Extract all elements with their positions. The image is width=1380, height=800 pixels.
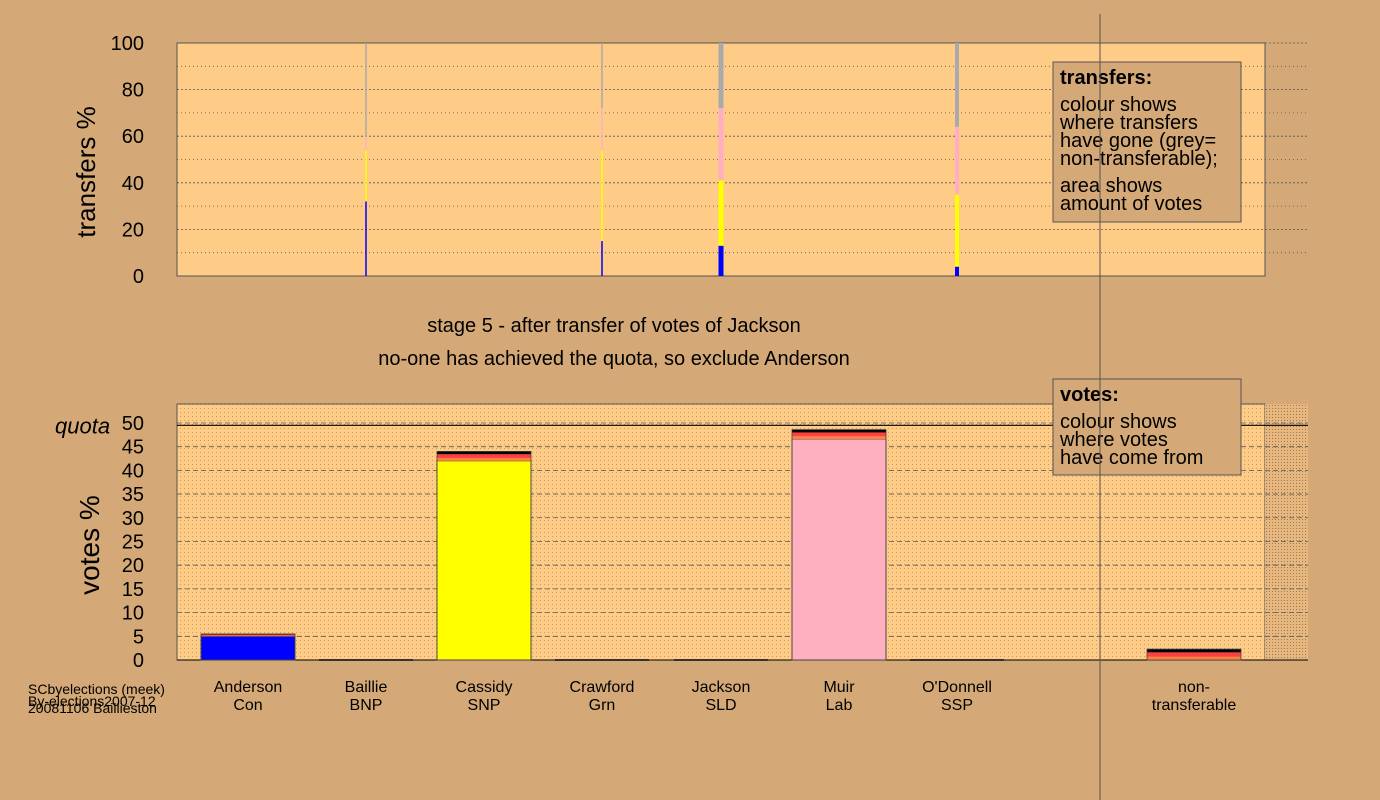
transfers-y-tick-label: 100 (111, 33, 144, 55)
transfer-segment (718, 245, 724, 276)
candidate-name-label: Anderson (214, 679, 283, 696)
votes-y-tick-label: 20 (122, 555, 144, 577)
votes-y-axis-label: votes % (74, 495, 105, 595)
transfers-y-tick-label: 80 (122, 80, 144, 102)
transfers-y-tick-label: 0 (133, 266, 144, 288)
footer: SCbyelections (meek) By-elections2007-12… (28, 681, 165, 716)
candidate-party-label: SLD (705, 697, 736, 714)
transfer-segment (365, 150, 367, 202)
votes-legend-line: where votes (1059, 429, 1168, 451)
candidate-name-label: Jackson (692, 679, 751, 696)
votes-y-tick-label: 40 (122, 460, 144, 482)
candidate-name-label: Baillie (345, 679, 388, 696)
transfers-legend-box (1052, 61, 1242, 223)
transfers-legend-line: amount of votes (1060, 193, 1202, 215)
votes-y-tick-label: 35 (122, 484, 144, 506)
candidate-name-label: Crawford (570, 679, 635, 696)
votes-plot-margin (1265, 404, 1308, 660)
vote-bar-transfer-slice (437, 454, 531, 459)
vote-bar-outline (791, 429, 887, 661)
votes-y-tick-label: 50 (122, 413, 144, 435)
candidate-name-label: non- (1178, 679, 1210, 696)
votes-y-tick-label: 45 (122, 437, 144, 459)
transfer-segment (955, 194, 959, 267)
transfers-legend-line: where transfers (1059, 112, 1198, 134)
transfer-segment (718, 108, 724, 181)
vote-bar (200, 635, 296, 661)
vote-bar-transfer-slice (792, 432, 886, 437)
candidate-party-label: Lab (826, 697, 853, 714)
transfers-y-axis-label: transfers % (71, 106, 101, 238)
candidate-party-label: SSP (941, 697, 973, 714)
footer-line: 20081106 Baillieston (28, 700, 157, 716)
vote-bar-transfer-slice (201, 634, 295, 636)
vote-bar-transfer-slice (1147, 656, 1241, 660)
transfers-legend: transfers: colour shows where transfers … (1052, 61, 1242, 223)
votes-y-tick-label: 15 (122, 579, 144, 601)
stage-decision: no-one has achieved the quota, so exclud… (378, 348, 849, 370)
votes-gridlines (177, 422, 1308, 661)
votes-legend-line: colour shows (1060, 411, 1177, 433)
transfers-columns (365, 43, 959, 276)
vote-bar-transfer-slice (437, 458, 531, 461)
stage-title: stage 5 - after transfer of votes of Jac… (427, 315, 801, 337)
candidate-party-label: SNP (468, 697, 501, 714)
vote-bar (436, 460, 532, 661)
votes-y-tick-label: 0 (133, 650, 144, 672)
transfers-y-ticks: 0 20 40 60 80 100 (111, 33, 144, 288)
vote-bar-transfer-slice (792, 429, 886, 433)
candidate-party-label: transferable (1152, 697, 1237, 714)
transfer-segment (365, 201, 367, 276)
vote-bar-outline (436, 451, 532, 661)
transfer-segment (601, 43, 603, 109)
votes-legend-line: have come from (1060, 447, 1203, 469)
votes-y-tick-label: 10 (122, 603, 144, 625)
vote-bar-transfer-slice (201, 635, 295, 637)
candidate-name-label: Cassidy (456, 679, 513, 696)
transfer-segment (601, 108, 603, 151)
transfers-legend-line: non-transferable); (1060, 148, 1218, 170)
vote-bar-transfer-slice (1147, 649, 1241, 653)
quota-label: quota (55, 413, 110, 438)
candidate-party-label: BNP (350, 697, 383, 714)
transfers-legend-line: colour shows (1060, 94, 1177, 116)
votes-legend-heading: votes: (1060, 384, 1119, 406)
votes-legend: votes: colour shows where votes have com… (1052, 378, 1242, 476)
candidate-party-label: Con (233, 697, 262, 714)
candidate-name-label: Muir (823, 679, 855, 696)
transfer-segment (365, 43, 367, 137)
transfer-segment (955, 43, 959, 127)
votes-bars (200, 429, 1242, 661)
vote-bar-transfer-slice (792, 436, 886, 440)
transfer-segment (601, 150, 603, 242)
votes-y-tick-label: 30 (122, 508, 144, 530)
vote-bar-outline (200, 633, 296, 661)
transfer-segment (955, 126, 959, 195)
votes-y-tick-label: 25 (122, 531, 144, 553)
footer-line: By-elections2007-12 (28, 693, 156, 709)
transfer-segment (601, 241, 603, 276)
transfers-legend-line: area shows (1060, 175, 1162, 197)
vote-bar-transfer-slice (437, 451, 531, 455)
footer-line: SCbyelections (meek) (28, 681, 165, 697)
transfers-y-tick-label: 40 (122, 173, 144, 195)
candidate-party-label: Grn (589, 697, 616, 714)
transfer-segment (718, 43, 724, 109)
votes-legend-box (1052, 378, 1242, 476)
transfer-segment (955, 266, 959, 276)
vote-bar (791, 438, 887, 661)
transfers-y-tick-label: 60 (122, 126, 144, 148)
transfers-y-tick-label: 20 (122, 219, 144, 241)
vote-bar-outline (1146, 648, 1242, 661)
vote-bar-transfer-slice (1147, 652, 1241, 657)
votes-y-tick-label: 5 (133, 626, 144, 648)
transfers-legend-line: have gone (grey= (1060, 130, 1216, 152)
transfers-legend-heading: transfers: (1060, 67, 1152, 89)
transfer-segment (365, 136, 367, 151)
candidate-name-label: O'Donnell (922, 679, 992, 696)
transfer-segment (718, 180, 724, 246)
